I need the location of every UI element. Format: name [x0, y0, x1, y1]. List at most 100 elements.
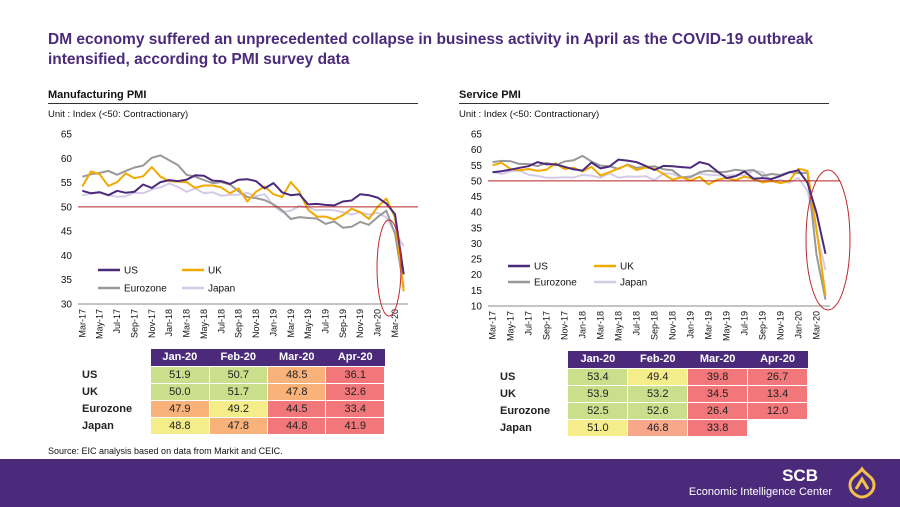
- y-tick-label: 40: [471, 208, 483, 219]
- y-tick-label: 30: [61, 300, 73, 311]
- y-tick-label: 65: [61, 130, 73, 141]
- manufacturing-title-rule: [48, 103, 418, 104]
- x-tick-label: Jan-20: [794, 311, 804, 339]
- highlight-ellipse: [376, 219, 402, 317]
- table-cell: 26.7: [747, 367, 808, 386]
- x-tick-label: Mar-17: [488, 311, 498, 340]
- legend-label-uk: UK: [208, 266, 222, 277]
- y-tick-label: 50: [61, 202, 73, 213]
- table-row-label: UK: [80, 383, 151, 400]
- table-cell: 53.9: [567, 384, 629, 403]
- manufacturing-title: Manufacturing PMI: [48, 89, 147, 101]
- manufacturing-pmi-chart: 30 35 40 45 50 55 60 65 Mar-17 May-17 Jul-17 Sep-17…: [61, 130, 418, 339]
- table-cell: 47.8: [208, 416, 269, 435]
- table-row: UK 53.9 53.2 34.5 13.4: [498, 384, 808, 403]
- x-tick-label: Jul-17: [112, 309, 122, 334]
- service-title-rule: [459, 103, 829, 104]
- manufacturing-unit: Unit : Index (<50: Contractionary): [48, 109, 189, 120]
- y-tick-label: 25: [471, 255, 483, 266]
- table-cell: 51.9: [150, 365, 210, 384]
- x-tick-label: Jul-17: [524, 311, 534, 336]
- table-cell: 13.4: [747, 384, 808, 403]
- x-tick-label: Mar-20: [812, 311, 822, 340]
- brand-name: SCB: [782, 466, 818, 485]
- table-header-blank: [80, 349, 151, 366]
- source-note: Source: EIC analysis based on data from …: [48, 446, 283, 456]
- table-cell: 47.8: [267, 382, 327, 401]
- legend-label-eurozone: Eurozone: [124, 284, 167, 295]
- table-header-cell: Feb-20: [627, 351, 688, 368]
- brand-subname: Economic Intelligence Center: [688, 486, 832, 498]
- series-line-uk: [492, 161, 827, 296]
- x-tick-label: Mar-19: [286, 309, 296, 338]
- x-tick-label: Mar-18: [182, 309, 192, 338]
- table-cell: [747, 418, 808, 437]
- x-tick-label: May-19: [303, 309, 313, 339]
- x-tick-label: Sep-18: [234, 309, 244, 338]
- x-tick-label: Sep-19: [758, 311, 768, 340]
- table-cell: 33.4: [325, 399, 385, 418]
- x-tick-label: Nov-19: [355, 309, 365, 338]
- table-header-row: Jan-20 Feb-20 Mar-20 Apr-20: [80, 349, 385, 366]
- x-tick-label: Jan-20: [373, 309, 383, 337]
- legend-label-us: US: [534, 262, 548, 273]
- table-row: Eurozone 52.5 52.6 26.4 12.0: [498, 401, 808, 420]
- table-row-label: Eurozone: [80, 400, 151, 417]
- table-cell: 34.5: [687, 384, 749, 403]
- x-tick-label: Mar-17: [77, 309, 87, 338]
- legend-label-japan: Japan: [208, 284, 235, 295]
- legend-label-us: US: [124, 266, 138, 277]
- series-line-japan: [492, 169, 827, 271]
- y-tick-label: 20: [471, 270, 483, 281]
- table-row: Eurozone 47.9 49.2 44.5 33.4: [80, 399, 385, 418]
- table-row-label: US: [80, 366, 151, 383]
- table-header-cell: Jan-20: [150, 349, 210, 366]
- table-row: US 51.9 50.7 48.5 36.1: [80, 365, 385, 384]
- x-tick-label: Sep-17: [129, 309, 139, 338]
- series-line-us: [492, 158, 827, 255]
- scb-logo-icon: [848, 466, 876, 499]
- table-header-row: Jan-20 Feb-20 Mar-20 Apr-20: [498, 351, 808, 368]
- service-pmi-chart: 10 15 20 25 30 35 40 45 50 55 60 65 Mar-17 May-17 Jul-…: [471, 130, 851, 341]
- y-tick-label: 60: [61, 154, 73, 165]
- x-tick-label: Jul-18: [632, 311, 642, 336]
- x-tick-label: Nov-17: [147, 309, 157, 338]
- highlight-ellipse: [805, 169, 851, 311]
- y-tick-label: 45: [61, 227, 73, 238]
- x-tick-label: Sep-17: [542, 311, 552, 340]
- table-cell: 51.0: [567, 418, 629, 437]
- x-tick-label: Nov-18: [251, 309, 261, 338]
- table-cell: 53.4: [567, 367, 629, 386]
- table-cell: 50.0: [150, 382, 210, 401]
- x-tick-label: Nov-17: [560, 311, 570, 340]
- table-header-cell: Mar-20: [267, 349, 326, 366]
- table-cell: 52.6: [627, 401, 689, 420]
- x-tick-label: Mar-19: [704, 311, 714, 340]
- table-cell: 39.8: [687, 367, 749, 386]
- table-row: UK 50.0 51.7 47.8 32.6: [80, 382, 385, 401]
- table-cell: 49.4: [627, 367, 689, 386]
- x-tick-label: Mar-20: [390, 309, 400, 338]
- table-cell: 44.8: [267, 416, 327, 435]
- x-tick-label: Jan-19: [686, 311, 696, 339]
- table-cell: 12.0: [747, 401, 808, 420]
- x-tick-label: Jul-19: [740, 311, 750, 336]
- x-tick-label: May-17: [506, 311, 516, 341]
- x-tick-label: Jan-18: [164, 309, 174, 337]
- table-cell: 49.2: [208, 399, 269, 418]
- y-tick-label: 35: [61, 275, 73, 286]
- y-tick-label: 55: [471, 161, 483, 172]
- table-cell: 52.5: [567, 401, 629, 420]
- series-line-us: [82, 174, 405, 275]
- service-title: Service PMI: [459, 89, 521, 101]
- table-cell: 46.8: [627, 418, 689, 437]
- x-tick-label: May-18: [199, 309, 209, 339]
- x-tick-label: May-17: [95, 309, 105, 339]
- table-cell: 48.5: [267, 365, 327, 384]
- table-cell: 47.9: [150, 399, 210, 418]
- table-row-label: Japan: [80, 417, 151, 434]
- x-tick-label: Sep-18: [650, 311, 660, 340]
- y-tick-label: 35: [471, 223, 483, 234]
- table-header-cell: Feb-20: [209, 349, 268, 366]
- legend-label-japan: Japan: [620, 278, 647, 289]
